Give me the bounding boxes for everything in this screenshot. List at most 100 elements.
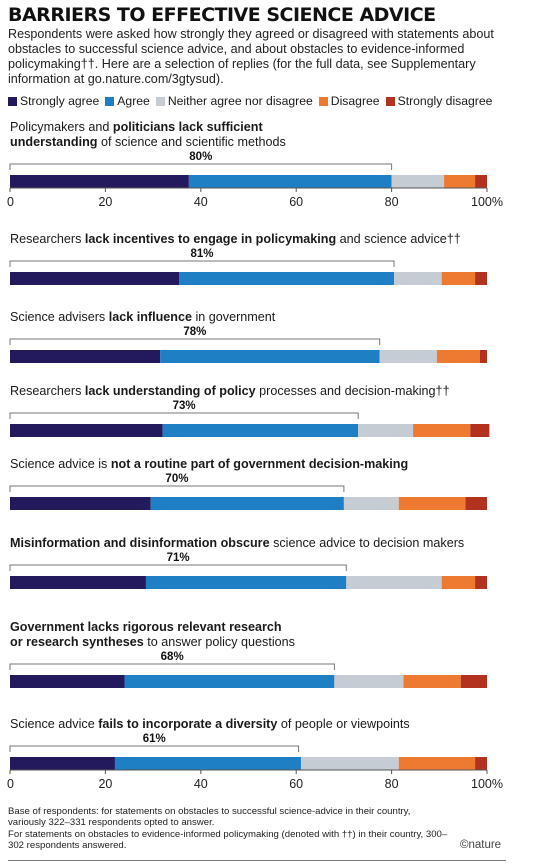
- nature-logo: ©nature: [460, 839, 502, 851]
- legend-item-neither: Neither agree nor disagree: [155, 94, 313, 108]
- legend: Strongly agree Agree Neither agree nor d…: [8, 94, 498, 108]
- legend-item-strongly-disagree: Strongly disagree: [385, 94, 493, 108]
- bar-segment: [475, 576, 487, 589]
- x-tick-label: 80: [385, 777, 399, 791]
- agree-percent-label: 80%: [189, 151, 212, 163]
- bar-segment: [124, 675, 335, 688]
- question-label: Science advisers lack influence in gover…: [10, 310, 276, 324]
- bar-segment: [114, 757, 301, 770]
- legend-label: Disagree: [330, 94, 380, 108]
- agree-percent-label: 68%: [161, 651, 184, 663]
- x-tick-label: 60: [289, 777, 303, 791]
- bar-segment: [475, 757, 487, 770]
- agree-bracket: [9, 338, 381, 345]
- legend-item-disagree: Disagree: [318, 94, 380, 108]
- bar-segment: [343, 497, 399, 510]
- legend-item-strongly-agree: Strongly agree: [8, 94, 99, 108]
- bar-segment: [470, 424, 490, 437]
- agree-percent-label: 78%: [183, 326, 206, 338]
- bar-segment: [475, 272, 487, 285]
- bar-segment: [398, 497, 466, 510]
- x-tick-label: 100%: [471, 195, 503, 209]
- bar-segment: [145, 576, 347, 589]
- legend-label: Strongly disagree: [397, 94, 493, 108]
- x-tick-label: 60: [289, 195, 303, 209]
- chart-subtitle: Respondents were asked how strongly they…: [8, 27, 494, 86]
- bar-segment: [403, 675, 461, 688]
- bar-segment: [346, 576, 442, 589]
- bar-segment: [391, 175, 445, 188]
- x-tick-label: 80: [385, 195, 399, 209]
- bar-segment: [358, 424, 414, 437]
- bar-segment: [10, 497, 151, 510]
- agree-bracket: [9, 485, 345, 492]
- stacked-bar-chart: Policymakers and politicians lack suffic…: [7, 120, 503, 791]
- agree-bracket: [9, 260, 395, 267]
- bar-segment: [10, 675, 125, 688]
- bar-segment: [10, 175, 189, 188]
- bar-segment: [436, 350, 480, 363]
- bar-segment: [441, 576, 476, 589]
- legend-swatch: [105, 96, 115, 106]
- agree-percent-label: 70%: [165, 473, 188, 485]
- agree-bracket: [9, 564, 347, 571]
- x-tick-label: 20: [98, 195, 112, 209]
- bar-segment: [393, 272, 442, 285]
- agree-percent-label: 71%: [167, 552, 190, 564]
- agree-bracket: [9, 745, 300, 752]
- bar-segment: [379, 350, 437, 363]
- bar-segment: [475, 175, 487, 188]
- question-label: Researchers lack understanding of policy…: [10, 384, 450, 398]
- agree-percent-label: 73%: [173, 400, 196, 412]
- bar-segment: [160, 350, 380, 363]
- bar-segment: [10, 757, 115, 770]
- x-tick-label: 100%: [471, 777, 503, 791]
- x-tick-label: 0: [7, 777, 14, 791]
- bar-segment: [413, 424, 471, 437]
- bar-segment: [10, 424, 163, 437]
- bar-segment: [179, 272, 394, 285]
- footer-divider: [8, 860, 506, 861]
- bar-segment: [479, 350, 487, 363]
- question-label: Policymakers and politicians lack suffic…: [10, 120, 263, 134]
- bar-segment: [441, 272, 476, 285]
- bar-segment: [300, 757, 399, 770]
- legend-swatch: [385, 96, 395, 106]
- bar-segment: [398, 757, 476, 770]
- question-label: Government lacks rigorous relevant resea…: [10, 620, 282, 634]
- x-tick-label: 0: [7, 195, 14, 209]
- question-label: Science advice is not a routine part of …: [10, 457, 408, 471]
- question-label: Misinformation and disinformation obscur…: [10, 536, 464, 550]
- legend-label: Strongly agree: [20, 94, 100, 108]
- legend-label: Agree: [117, 94, 150, 108]
- footnote: Base of respondents: for statements on o…: [8, 806, 448, 852]
- bar-segment: [10, 350, 161, 363]
- legend-item-agree: Agree: [105, 94, 150, 108]
- agree-bracket: [9, 663, 335, 670]
- bar-segment: [334, 675, 404, 688]
- x-tick-label: 20: [98, 777, 112, 791]
- bar-segment: [188, 175, 392, 188]
- legend-swatch: [318, 96, 328, 106]
- x-tick-label: 40: [194, 777, 208, 791]
- bar-segment: [444, 175, 476, 188]
- chart-title: BARRIERS TO EFFECTIVE SCIENCE ADVICE: [8, 4, 436, 26]
- agree-bracket: [9, 163, 393, 170]
- agree-bracket: [9, 412, 359, 419]
- bar-segment: [460, 675, 487, 688]
- agree-percent-label: 61%: [143, 733, 166, 745]
- agree-percent-label: 81%: [190, 248, 213, 260]
- bar-segment: [10, 272, 180, 285]
- bar-segment: [10, 576, 146, 589]
- bar-segment: [465, 497, 487, 510]
- question-label: Researchers lack incentives to engage in…: [10, 232, 461, 246]
- question-label: understanding of science and scientific …: [10, 135, 286, 149]
- bar-segment: [162, 424, 359, 437]
- bar-segment: [150, 497, 344, 510]
- legend-label: Neither agree nor disagree: [167, 94, 313, 108]
- x-tick-label: 40: [194, 195, 208, 209]
- question-label: Science advice fails to incorporate a di…: [10, 717, 410, 731]
- question-label: or research syntheses to answer policy q…: [10, 635, 295, 649]
- legend-swatch: [155, 96, 165, 106]
- legend-swatch: [8, 96, 17, 106]
